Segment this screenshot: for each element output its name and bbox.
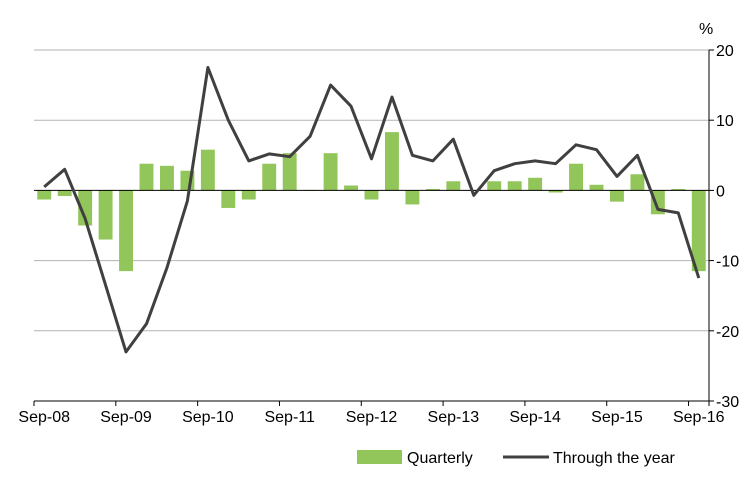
quarterly-bar (160, 165, 174, 191)
legend-label-through-the-year: Through the year (553, 450, 676, 467)
quarterly-bar (385, 132, 399, 191)
quarterly-bar (610, 190, 624, 202)
quarterly-bar (569, 163, 583, 191)
y-tick-label: -10 (716, 254, 739, 271)
quarterly-bar (425, 188, 440, 191)
quarterly-bar (630, 174, 645, 191)
legend-label-quarterly: Quarterly (407, 450, 473, 467)
x-axis-ticks: Sep-08 Sep-09 Sep-10 Sep-11 Sep-12 Sep-13 Sep-… (18, 401, 725, 426)
quarterly-bar (139, 163, 154, 191)
y-tick-label: -20 (716, 324, 739, 341)
x-tick-label: Sep-12 (346, 409, 398, 426)
quarterly-bar (119, 190, 133, 272)
x-tick-label: Sep-09 (100, 409, 152, 426)
y-tick-label: 20 (716, 43, 734, 60)
quarterly-bar (221, 190, 236, 208)
quarterly-bar (528, 177, 543, 191)
x-tick-label: Sep-15 (591, 409, 643, 426)
x-tick-label: Sep-13 (428, 409, 480, 426)
through-the-year-line (43, 66, 701, 354)
quarterly-bar (57, 190, 72, 197)
x-tick-label: Sep-10 (182, 409, 234, 426)
y-axis-unit-label: % (699, 21, 713, 38)
y-axis-ticks: 20 10 0 -10 -20 -30 (709, 43, 739, 411)
y-tick-label: -30 (716, 394, 739, 411)
quarterly-bars (37, 132, 706, 272)
quarterly-bar (405, 190, 420, 205)
y-tick-label: 10 (716, 113, 734, 130)
quarterly-bar (37, 190, 52, 200)
quarterly-bar (78, 190, 93, 226)
x-tick-label: Sep-08 (18, 409, 70, 426)
quarterly-bar (98, 190, 113, 240)
gridlines (34, 49, 709, 332)
quarterly-bar (691, 190, 706, 272)
x-tick-label: Sep-11 (264, 409, 315, 426)
quarterly-bar (200, 149, 215, 191)
quarterly-bar (548, 190, 563, 193)
quarterly-bar (323, 153, 338, 191)
quarterly-bar (364, 190, 379, 200)
y-tick-label: 0 (716, 183, 725, 200)
quarterly-bar (262, 163, 277, 191)
x-tick-label: Sep-14 (509, 409, 561, 426)
legend: Quarterly Through the year (357, 450, 676, 467)
quarterly-bar (446, 181, 461, 191)
legend-swatch-quarterly (357, 450, 402, 464)
quarterly-bar (344, 185, 358, 191)
through-the-year-series-line (43, 66, 701, 354)
x-tick-label: Sep-16 (673, 409, 725, 426)
quarterly-bar (282, 153, 297, 191)
quarterly-bar (487, 181, 502, 191)
quarterly-bar (241, 190, 256, 200)
quarterly-bar (507, 181, 522, 191)
quarterly-bar (671, 188, 686, 191)
quarterly-bar (589, 184, 604, 191)
